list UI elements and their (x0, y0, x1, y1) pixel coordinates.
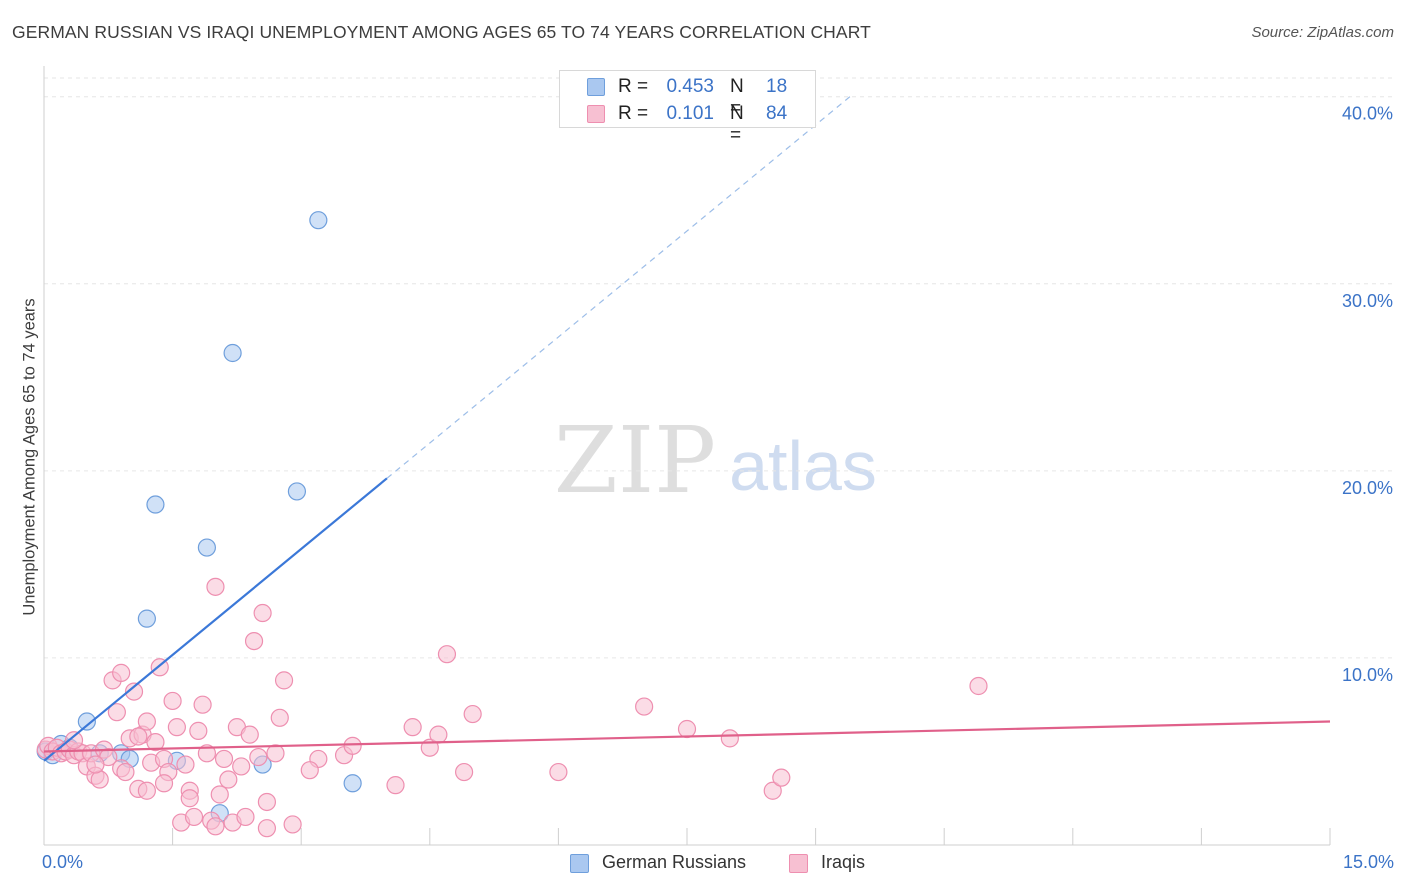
iraqis-point (214, 749, 234, 769)
german-russians-point (137, 609, 156, 628)
iraqis-point (257, 819, 277, 838)
iraqis-point (969, 676, 988, 696)
iraqis-point (163, 691, 182, 711)
watermark-zip: ZIP (554, 407, 716, 514)
iraqis-point (154, 774, 174, 793)
y-tick-label: 10.0% (1342, 665, 1393, 685)
iraqis-point (137, 781, 156, 800)
iraqis-point (116, 762, 135, 782)
german-russians-point (309, 211, 328, 230)
n-value: 84 (766, 103, 788, 124)
iraqis-point (300, 761, 319, 780)
german-russians-point (197, 538, 216, 557)
iraqis-point (219, 770, 238, 789)
iraqis-point (437, 645, 457, 664)
n-value: 18 (766, 76, 788, 97)
iraqis-point (193, 695, 212, 714)
german-russians-trendline-extension (386, 96, 851, 479)
iraqis-point (386, 776, 405, 795)
y-tick-label: 30.0% (1342, 291, 1393, 311)
n-label: N = (730, 103, 744, 146)
iraqis-point (257, 792, 277, 812)
iraqis-point (236, 807, 255, 827)
iraqis-point (167, 718, 186, 737)
iraqis-point (184, 807, 204, 827)
iraqis-point (64, 731, 84, 750)
iraqis-point (403, 718, 422, 737)
r-value: 0.453 (666, 76, 714, 97)
iraqis-point (283, 815, 302, 834)
iraqis-point (86, 755, 105, 774)
iraqis-point (266, 744, 285, 763)
iraqis-point (124, 682, 144, 701)
german-russians-trendline (43, 477, 388, 762)
iraqis-point (635, 697, 654, 716)
german-russians-point (287, 482, 307, 501)
iraqis-point (180, 789, 199, 808)
iraqis-point (429, 725, 448, 744)
iraqis-point (772, 768, 791, 787)
iraqis-trendline (43, 720, 1331, 753)
german-russians-point (343, 774, 362, 793)
r-label: R = (618, 76, 649, 97)
y-tick-label: 40.0% (1342, 104, 1393, 124)
iraqis-point (176, 755, 195, 774)
iraqis-point (232, 757, 251, 776)
iraqis-point (189, 721, 208, 740)
iraqis-point (763, 781, 782, 800)
iraqis-point (244, 631, 264, 651)
y-tick-label: 20.0% (1342, 478, 1393, 498)
x-tick-label-min: 0.0% (42, 852, 84, 872)
iraqis-point (197, 744, 216, 763)
german-russians-swatch (587, 78, 605, 96)
n-label: N = (730, 76, 744, 119)
x-tick-label-max: 15.0% (1342, 852, 1394, 872)
r-value: 0.101 (666, 103, 714, 124)
iraqis-swatch (587, 105, 605, 123)
iraqis-point (107, 703, 126, 722)
german-russians-point (146, 495, 165, 514)
iraqis-point (454, 762, 474, 782)
iraqis-point (240, 725, 259, 744)
iraqis-point (270, 708, 289, 727)
iraqis-point (146, 733, 165, 752)
iraqis-point (677, 719, 697, 739)
iraqis-point (274, 671, 294, 690)
iraqis-point (549, 762, 568, 782)
iraqis-point (129, 727, 148, 746)
iraqis-point (206, 577, 225, 596)
source-label: Source: ZipAtlas.com (1251, 24, 1394, 41)
iraqis-point (206, 817, 225, 836)
watermark-atlas: atlas (729, 427, 877, 505)
iraqis-point (343, 736, 362, 755)
legend-label: Iraqis (821, 852, 866, 872)
iraqis-point (249, 747, 268, 767)
iraqis-point (253, 603, 272, 623)
german-russians-point (223, 343, 242, 363)
german-russians-point (77, 712, 96, 731)
legend-label: German Russians (602, 852, 747, 872)
iraqis-point (720, 729, 739, 748)
r-label: R = (618, 103, 649, 124)
german-russians-swatch (570, 854, 589, 873)
chart-title: GERMAN RUSSIAN VS IRAQI UNEMPLOYMENT AMO… (12, 22, 871, 42)
iraqis-point (210, 785, 229, 804)
stats-legend: R = 0.453 N = 18 R = 0.101 N = 84 (559, 70, 816, 146)
iraqis-point (90, 770, 109, 789)
iraqis-swatch (789, 854, 808, 873)
iraqis-point (112, 663, 131, 682)
iraqis-point (137, 712, 156, 731)
iraqis-point (463, 704, 482, 724)
